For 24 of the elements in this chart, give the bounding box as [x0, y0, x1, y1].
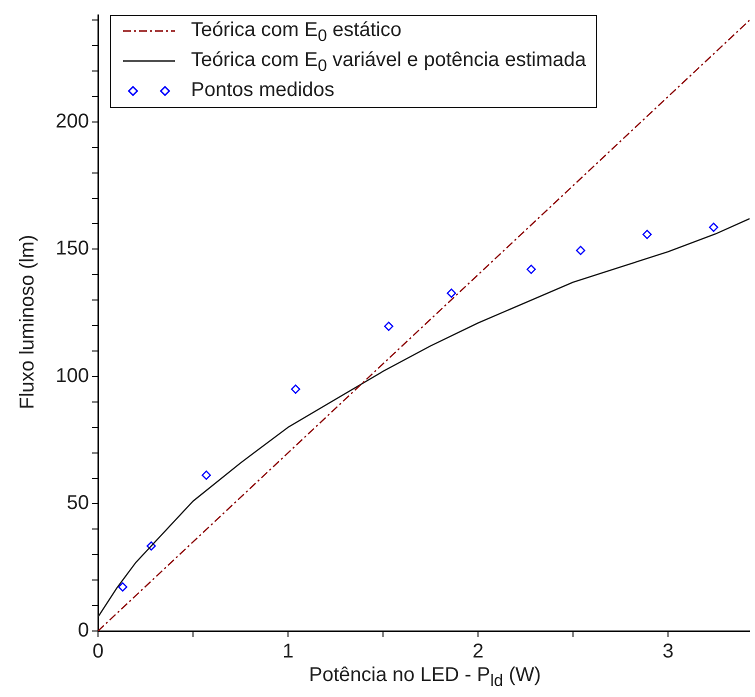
x-axis-title: Potência no LED - P$_{ld}$ (W) — [308, 664, 542, 691]
point — [202, 470, 211, 480]
y-tick-label: 50 — [66, 492, 89, 514]
legend-label: Teórica com E$_{0}$ variável e potência estimada — [191, 49, 586, 75]
y-tick-label: 0 — [78, 620, 89, 642]
x-tick-label: 0 — [92, 640, 104, 663]
point — [290, 384, 300, 394]
point — [446, 288, 456, 298]
legend-label: Pontos medidos — [191, 79, 334, 101]
x-tick-label: 3 — [662, 640, 674, 663]
point — [526, 264, 536, 274]
point — [384, 322, 394, 331]
x-tick-label: 1 — [282, 640, 294, 663]
point — [118, 582, 128, 592]
y-tick-label: 100 — [56, 364, 89, 387]
point — [642, 230, 652, 240]
x-tick-label: 2 — [472, 640, 484, 663]
y-axis-title: Fluxo luminoso (lm) — [16, 234, 40, 409]
point — [576, 246, 586, 256]
y-tick-label: 200 — [56, 110, 89, 132]
legend-label: Teórica com E$_{0}$ estático — [191, 19, 402, 45]
y-tick-label: 150 — [56, 238, 89, 260]
point — [708, 222, 718, 232]
point — [146, 541, 156, 551]
